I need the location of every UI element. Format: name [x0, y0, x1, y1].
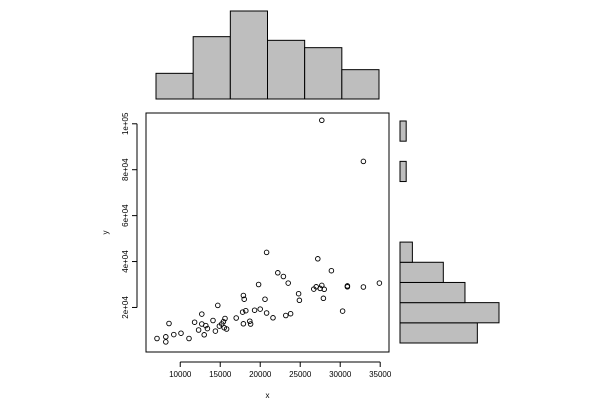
- scatter-point: [262, 296, 268, 302]
- x-histogram-bar: [192, 36, 231, 100]
- scatter-point: [171, 331, 177, 338]
- y-histogram-bar: [399, 160, 407, 183]
- y-tick-label: 1e+05: [121, 112, 130, 135]
- x-axis-label: x: [266, 391, 270, 400]
- x-tick-label: 30000: [329, 370, 352, 379]
- y-axis-label: y: [101, 231, 110, 235]
- scatter-point: [263, 310, 270, 316]
- plot-area-frame: [145, 112, 390, 353]
- scatter-point: [360, 284, 367, 290]
- y-tick-label: 4e+04: [121, 250, 130, 273]
- y-marginal-histogram: [399, 120, 500, 344]
- scatter-point: [239, 309, 246, 315]
- y-tick-label: 6e+04: [121, 204, 130, 227]
- y-histogram-bar: [399, 120, 407, 142]
- scatter-point: [191, 319, 198, 325]
- scatter-point: [203, 322, 209, 329]
- scatter-point: [263, 249, 270, 256]
- scatter-point: [251, 307, 258, 313]
- scatter-point: [223, 326, 230, 332]
- scatter-point: [270, 315, 276, 321]
- scatter-point: [222, 315, 228, 322]
- scatter-point: [315, 256, 321, 262]
- x-tick-label: 20000: [249, 370, 272, 379]
- scatter-point: [210, 317, 216, 324]
- x-histogram-bar: [341, 69, 380, 100]
- x-histogram-bar: [155, 72, 194, 100]
- x-tick-label: 35000: [369, 370, 392, 379]
- scatter-point: [247, 318, 253, 324]
- scatter-point: [240, 321, 247, 327]
- y-histogram-bar: [399, 261, 444, 283]
- scatter-point: [195, 327, 202, 333]
- y-axis: 2e+04 4e+04 6e+04 8e+04 1e+05: [121, 112, 138, 319]
- scatter-point: [166, 320, 172, 327]
- y-histogram-bar: [399, 281, 466, 304]
- scatter-point: [178, 330, 184, 336]
- x-tick-label: 25000: [289, 370, 312, 379]
- y-histogram-bar: [399, 322, 478, 344]
- scatter-point: [247, 321, 254, 327]
- scatter-point: [233, 315, 239, 321]
- scatter-point: [280, 273, 287, 280]
- scatter-point: [295, 290, 302, 297]
- scatter-point: [212, 328, 219, 334]
- scatter-point: [215, 302, 221, 309]
- scatter-point: [154, 335, 160, 342]
- scatter-point: [360, 158, 367, 165]
- scatter-point: [321, 286, 327, 293]
- scatter-point: [243, 307, 249, 314]
- y-tick-label: 8e+04: [121, 158, 130, 181]
- scatter-point: [319, 117, 325, 124]
- scatter-point: [201, 332, 207, 338]
- scatter-point: [317, 285, 323, 292]
- x-tick-label: 10000: [169, 370, 192, 379]
- scatter-point: [163, 334, 169, 340]
- scatter-plot-panel: 10000 15000 20000 25000 30000 35000 2e+04 4e+0…: [101, 112, 392, 400]
- scatter-point: [296, 297, 303, 304]
- scatter-point: [285, 280, 291, 286]
- scatter-point: [287, 310, 294, 317]
- x-histogram-bar: [229, 10, 268, 100]
- scatter-point: [328, 267, 335, 274]
- y-histogram-bar: [399, 302, 500, 324]
- scatter-point: [220, 318, 227, 325]
- scatter-point: [339, 308, 346, 314]
- x-marginal-histogram: [155, 10, 380, 100]
- scatter-point: [186, 335, 192, 342]
- x-histogram-bar: [304, 47, 343, 100]
- x-histogram-bar: [267, 39, 306, 100]
- scatter-point: [275, 270, 281, 276]
- scatter-point: [163, 339, 169, 345]
- scatter-point: [241, 296, 247, 302]
- scatter-point: [376, 280, 383, 286]
- scatter-point: [344, 283, 351, 289]
- scatter-point: [283, 312, 289, 319]
- scatter-point: [257, 306, 263, 312]
- scatter-point: [319, 282, 325, 289]
- scatter-point: [204, 325, 211, 332]
- x-tick-label: 15000: [209, 370, 232, 379]
- x-axis: 10000 15000 20000 25000 30000 35000: [169, 361, 392, 379]
- y-tick-label: 2e+04: [121, 296, 130, 319]
- scatter-point: [240, 292, 247, 299]
- scatter-point: [199, 311, 205, 317]
- scatter-points: [154, 117, 383, 345]
- scatter-point: [320, 295, 327, 302]
- y-histogram-bar: [399, 241, 413, 263]
- scatter-point: [255, 281, 262, 288]
